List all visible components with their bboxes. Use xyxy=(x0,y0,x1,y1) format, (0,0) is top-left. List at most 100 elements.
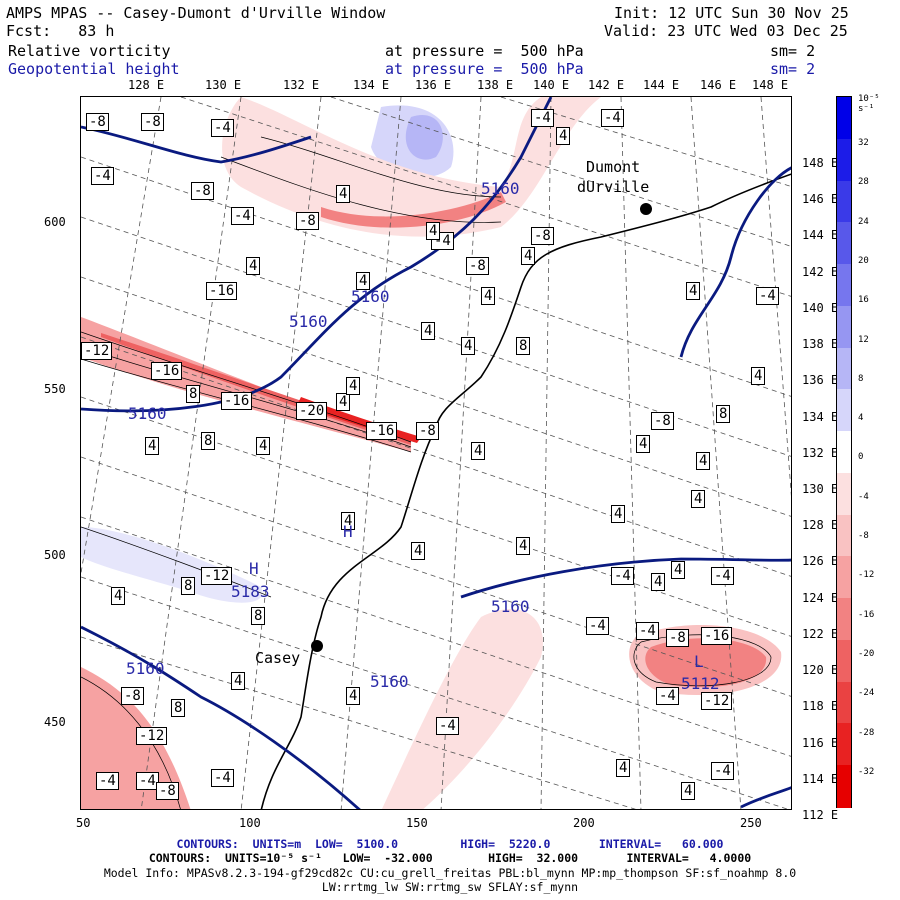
right-graticule-label: 132 E xyxy=(802,445,839,460)
right-graticule-label: 140 E xyxy=(802,300,839,315)
vorticity-contour-label: -20 xyxy=(296,402,328,420)
colorbar-tick-label: -20 xyxy=(858,648,875,659)
colorbar-swatch xyxy=(837,472,851,516)
physics-info: LW:rrtmg_lw SW:rrtmg_sw SFLAY:sf_mynn xyxy=(321,880,579,894)
colorbar-tick-label: -8 xyxy=(858,531,869,541)
vorticity-contour-label: -4 xyxy=(711,762,734,780)
colorbar-swatch xyxy=(837,222,851,266)
coastline xyxy=(260,173,791,809)
map-canvas xyxy=(81,97,791,809)
vorticity-contour-label: 4 xyxy=(471,442,486,460)
right-graticule-label: 122 E xyxy=(802,626,839,641)
high-pressure-center-label: H xyxy=(249,559,259,578)
top-longitude-label: 144 E xyxy=(643,78,680,92)
vorticity-contour-label: -4 xyxy=(436,717,459,735)
field2-name: Geopotential height xyxy=(8,60,180,78)
top-longitude-label: 130 E xyxy=(205,78,242,92)
height-contour-label: 5183 xyxy=(231,582,270,601)
right-graticule-label: 130 E xyxy=(802,482,839,496)
colorbar-swatch xyxy=(837,514,851,558)
vorticity-contour-label: -4 xyxy=(136,772,159,790)
height-contour-label: 5160 xyxy=(289,312,328,331)
colorbar-tick-label: -28 xyxy=(858,727,875,738)
vorticity-contour-label: -8 xyxy=(121,687,144,705)
right-graticule-label: 112 E xyxy=(802,808,839,822)
vorticity-contour-label: 8 xyxy=(716,405,731,423)
top-longitude-label: 128 E xyxy=(128,78,165,92)
right-graticule-label: 120 E xyxy=(802,663,839,678)
height-contour-label: 5160 xyxy=(481,179,520,198)
vorticity-contour-label: -16 xyxy=(366,422,398,440)
vorticity-contour-label: -4 xyxy=(636,622,659,640)
right-graticule-label: 118 E xyxy=(802,699,839,714)
map-title: AMPS MPAS -- Casey-Dumont d'Urville Wind… xyxy=(6,4,386,22)
colorbar-swatch xyxy=(837,639,851,683)
vorticity-contour-label: 4 xyxy=(421,322,436,340)
vorticity-contour-label: -4 xyxy=(711,567,734,585)
vorticity-contour-label: -8 xyxy=(651,412,674,430)
colorbar-swatch xyxy=(837,389,851,433)
vorticity-contour-label: 4 xyxy=(611,505,626,523)
vorticity-contour-label: 4 xyxy=(696,452,711,470)
vorticity-contour-label: -4 xyxy=(756,287,779,305)
dumont-label-line2: dUrville xyxy=(577,178,650,196)
vorticity-contour-label: 4 xyxy=(336,185,351,203)
vorticity-contour-label: 4 xyxy=(411,542,426,560)
right-graticule-label: 126 E xyxy=(802,554,839,569)
colorbar-tick-label: 12 xyxy=(858,334,869,345)
colorbar-swatch xyxy=(837,765,851,808)
vorticity-contour-label: 8 xyxy=(201,432,216,450)
right-graticule-label: 134 E xyxy=(802,409,839,424)
vorticity-contour-label: 4 xyxy=(681,782,696,800)
vorticity-contour-label: 8 xyxy=(171,699,186,717)
vorticity-contour-label: -8 xyxy=(191,182,214,200)
vorticity-contour-label: -16 xyxy=(151,362,183,380)
vorticity-negative-area xyxy=(645,638,767,688)
vorticity-negative-area xyxy=(222,97,601,237)
y-axis-label: 600 xyxy=(44,215,66,229)
map-labels-layer: -8 -8 -4 -4 -8 -4 -8 -4 -4 4 4 4 4 4 8 8 -8 -16 5160 -4 -8 4 4… xyxy=(81,97,791,809)
vorticity-contour-label: -4 xyxy=(586,617,609,635)
vorticity-contour-label: -16 xyxy=(206,282,238,300)
vorticity-contour-label: 4 xyxy=(111,587,126,605)
colorbar-tick-label: 32 xyxy=(858,138,869,148)
low-pressure-center-label: L xyxy=(694,652,704,671)
vorticity-contour-label: 8 xyxy=(181,577,196,595)
vorticity-contour-label: -16 xyxy=(701,627,733,645)
map-plot[interactable]: -8 -8 -4 -4 -8 -4 -8 -4 -4 4 4 4 4 4 8 8 -8 -16 5160 -4 -8 4 4… xyxy=(80,96,792,810)
vorticity-contour-label: -4 xyxy=(611,567,634,585)
dumont-durville-station-marker[interactable] xyxy=(640,203,652,215)
field1-name: Relative vorticity xyxy=(8,42,171,60)
casey-label: Casey xyxy=(255,649,301,667)
vorticity-contour-label: -12 xyxy=(136,727,168,745)
vorticity-contour-label: 4 xyxy=(481,287,496,305)
y-axis-label: 550 xyxy=(44,382,66,396)
vorticity-contour-label: -12 xyxy=(201,567,233,585)
high-pressure-center-label: H xyxy=(343,522,353,541)
colorbar-tick-label: 4 xyxy=(858,413,864,424)
colorbar-tick-label: 28 xyxy=(858,177,869,188)
colorbar-swatch xyxy=(837,264,851,307)
top-longitude-label: 140 E xyxy=(533,78,570,92)
vorticity-contour-info: CONTOURS: UNITS=10⁻⁵ s⁻¹ LOW= -32.000 HI… xyxy=(148,851,752,865)
vorticity-contour-label: -12 xyxy=(701,692,733,710)
colorbar-tick-label: 8 xyxy=(858,373,864,384)
vorticity-negative-area xyxy=(321,192,506,228)
casey-station-marker[interactable] xyxy=(311,640,323,652)
right-graticule-label: 128 E xyxy=(802,518,839,533)
right-graticule-label: 116 E xyxy=(802,735,839,750)
colorbar-swatch xyxy=(837,138,851,182)
vorticity-contour-label: -8 xyxy=(416,422,439,440)
y-axis-label: 500 xyxy=(44,548,66,562)
colorbar-swatch xyxy=(837,681,851,725)
colorbar-swatch xyxy=(837,598,851,641)
colorbar-tick-label: -12 xyxy=(858,570,875,581)
colorbar-swatch xyxy=(837,556,851,600)
vorticity-contour-label: 4 xyxy=(145,437,160,455)
colorbar-unit: 10⁻⁵ s⁻¹ xyxy=(858,94,880,114)
right-graticule-label: 136 E xyxy=(802,373,839,388)
vorticity-contour-label: -4 xyxy=(211,769,234,787)
top-longitude-label: 142 E xyxy=(588,78,625,92)
init-time: Init: 12 UTC Sun 30 Nov 25 xyxy=(614,4,849,22)
x-axis-label: 250 xyxy=(740,816,762,830)
